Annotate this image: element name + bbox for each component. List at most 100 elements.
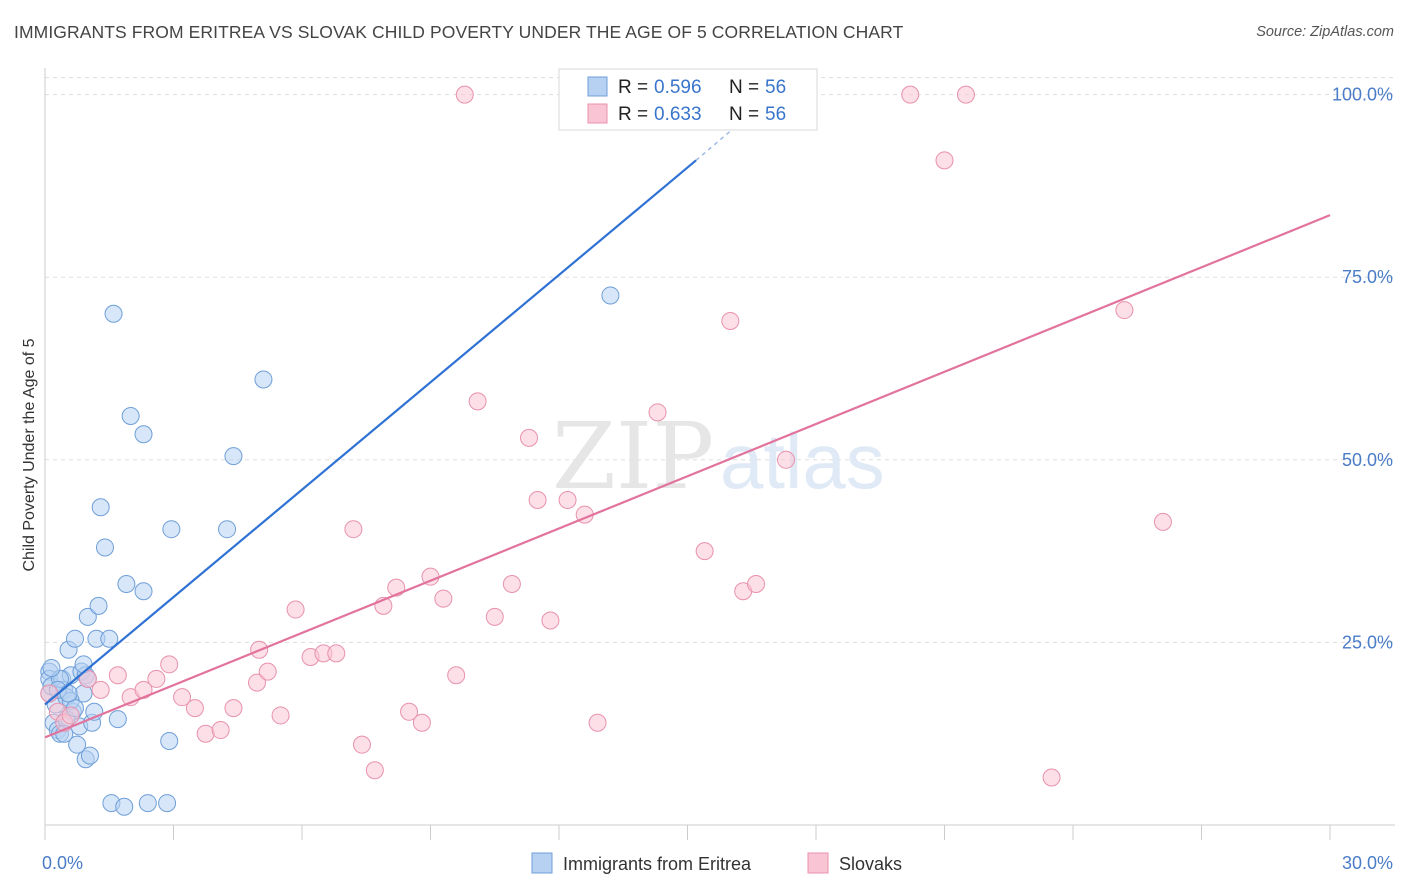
y-tick-label-2: 75.0%	[1342, 267, 1393, 287]
chart-title: IMMIGRANTS FROM ERITREA VS SLOVAK CHILD …	[14, 22, 904, 42]
y-tick-label-3: 100.0%	[1332, 85, 1393, 105]
pink-point-54	[1115, 301, 1134, 320]
blue-point-28	[100, 629, 119, 648]
pink-point-49	[777, 450, 796, 469]
y-tick-labels: 25.0% 50.0% 75.0% 100.0%	[1332, 85, 1393, 653]
watermark: ZIP atlas	[552, 403, 885, 510]
pink-point-20	[286, 600, 305, 619]
pink-point-6	[108, 666, 127, 685]
gridlines	[45, 77, 1395, 643]
pink-point-11	[173, 688, 192, 707]
trend-line-blue	[44, 159, 697, 706]
pink-point-18	[258, 662, 277, 681]
legend-r-label-pink: R =	[618, 104, 648, 125]
pink-point-50	[901, 85, 920, 104]
bottom-legend-label-blue: Immigrants from Eritrea	[563, 854, 752, 874]
blue-point-34	[121, 406, 140, 425]
pink-point-40	[541, 611, 560, 630]
x-tick-label-1: 30.0%	[1342, 853, 1393, 873]
pink-point-46	[721, 312, 740, 331]
pink-point-55	[1153, 512, 1172, 531]
pink-point-48	[747, 574, 766, 593]
legend-r-label-blue: R =	[618, 77, 648, 98]
blue-point-31	[108, 710, 127, 729]
y-tick-label-0: 25.0%	[1342, 632, 1393, 652]
blue-point-25	[89, 596, 108, 615]
y-axis-label: Child Poverty Under the Age of 5	[21, 338, 38, 571]
pink-point-34	[455, 85, 474, 104]
blue-point-41	[218, 520, 237, 539]
pink-point-51	[935, 151, 954, 170]
blue-point-55	[59, 684, 78, 703]
pink-point-13	[196, 724, 215, 743]
blue-points	[40, 286, 620, 816]
blue-point-42	[224, 447, 243, 466]
legend-r-value-blue: 0.596	[654, 77, 702, 98]
pink-point-15	[224, 699, 243, 718]
legend-n-label-blue: N =	[729, 77, 759, 98]
pink-point-45	[695, 542, 714, 561]
blue-point-15	[68, 735, 87, 754]
pink-point-35	[468, 392, 487, 411]
blue-point-38	[158, 794, 177, 813]
blue-point-21	[80, 746, 99, 765]
chart-source: Source: ZipAtlas.com	[1256, 24, 1394, 40]
y-tick-label-1: 50.0%	[1342, 450, 1393, 470]
legend: R = 0.596 N = 56 R = 0.633 N = 56	[558, 68, 818, 131]
pink-point-24	[344, 520, 363, 539]
legend-n-value-pink: 56	[765, 104, 786, 125]
bottom-legend: Immigrants from Eritrea Slovaks	[531, 852, 902, 874]
pink-point-52	[956, 85, 975, 104]
pink-point-44	[648, 403, 667, 422]
blue-point-20	[78, 607, 97, 626]
pink-point-14	[211, 721, 230, 740]
legend-n-value-blue: 56	[765, 77, 786, 98]
blue-point-30	[104, 304, 123, 323]
pink-point-5	[91, 680, 110, 699]
blue-point-33	[117, 574, 136, 593]
pink-point-33	[447, 666, 466, 685]
blue-point-32	[115, 797, 134, 816]
bottom-legend-swatch-blue	[531, 852, 553, 874]
pink-point-43	[588, 713, 607, 732]
bottom-legend-label-pink: Slovaks	[839, 854, 902, 874]
pink-point-9	[147, 669, 166, 688]
pink-point-26	[365, 761, 384, 780]
pink-point-4	[78, 669, 97, 688]
legend-swatch-pink	[587, 103, 608, 124]
pink-point-12	[185, 699, 204, 718]
legend-swatch-blue	[587, 76, 608, 97]
watermark-zip: ZIP	[552, 403, 714, 510]
pink-point-30	[412, 713, 431, 732]
x-tick-label-0: 0.0%	[42, 853, 83, 873]
trend-line-pink	[44, 214, 1331, 739]
pink-point-32	[434, 589, 453, 608]
bottom-legend-swatch-pink	[807, 852, 829, 874]
pink-point-25	[352, 735, 371, 754]
pink-point-29	[400, 702, 419, 721]
pink-point-41	[558, 490, 577, 509]
pink-point-16	[248, 673, 267, 692]
blue-point-39	[160, 732, 179, 751]
x-minor-ticks	[44, 825, 1331, 840]
blue-point-27	[95, 538, 114, 557]
blue-point-52	[42, 658, 61, 677]
pink-point-37	[502, 574, 521, 593]
blue-point-40	[162, 520, 181, 539]
pink-point-53	[1042, 768, 1061, 787]
pink-point-10	[160, 655, 179, 674]
pink-point-23	[327, 644, 346, 663]
legend-n-label-pink: N =	[729, 104, 759, 125]
pink-point-36	[485, 607, 504, 626]
blue-point-37	[138, 794, 157, 813]
pink-point-38	[520, 428, 539, 447]
blue-point-14	[65, 629, 84, 648]
trend-lines	[44, 112, 1331, 739]
watermark-atlas: atlas	[720, 417, 885, 505]
pink-point-39	[528, 490, 547, 509]
blue-point-35	[134, 425, 153, 444]
blue-point-44	[601, 286, 620, 305]
blue-point-36	[134, 582, 153, 601]
blue-point-43	[254, 370, 273, 389]
